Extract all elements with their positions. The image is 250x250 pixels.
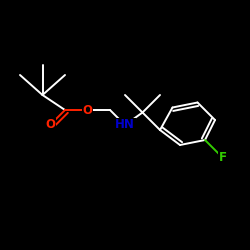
Text: O: O bbox=[45, 118, 55, 132]
Text: HN: HN bbox=[115, 118, 135, 132]
Text: F: F bbox=[218, 151, 226, 164]
Text: O: O bbox=[82, 104, 92, 117]
